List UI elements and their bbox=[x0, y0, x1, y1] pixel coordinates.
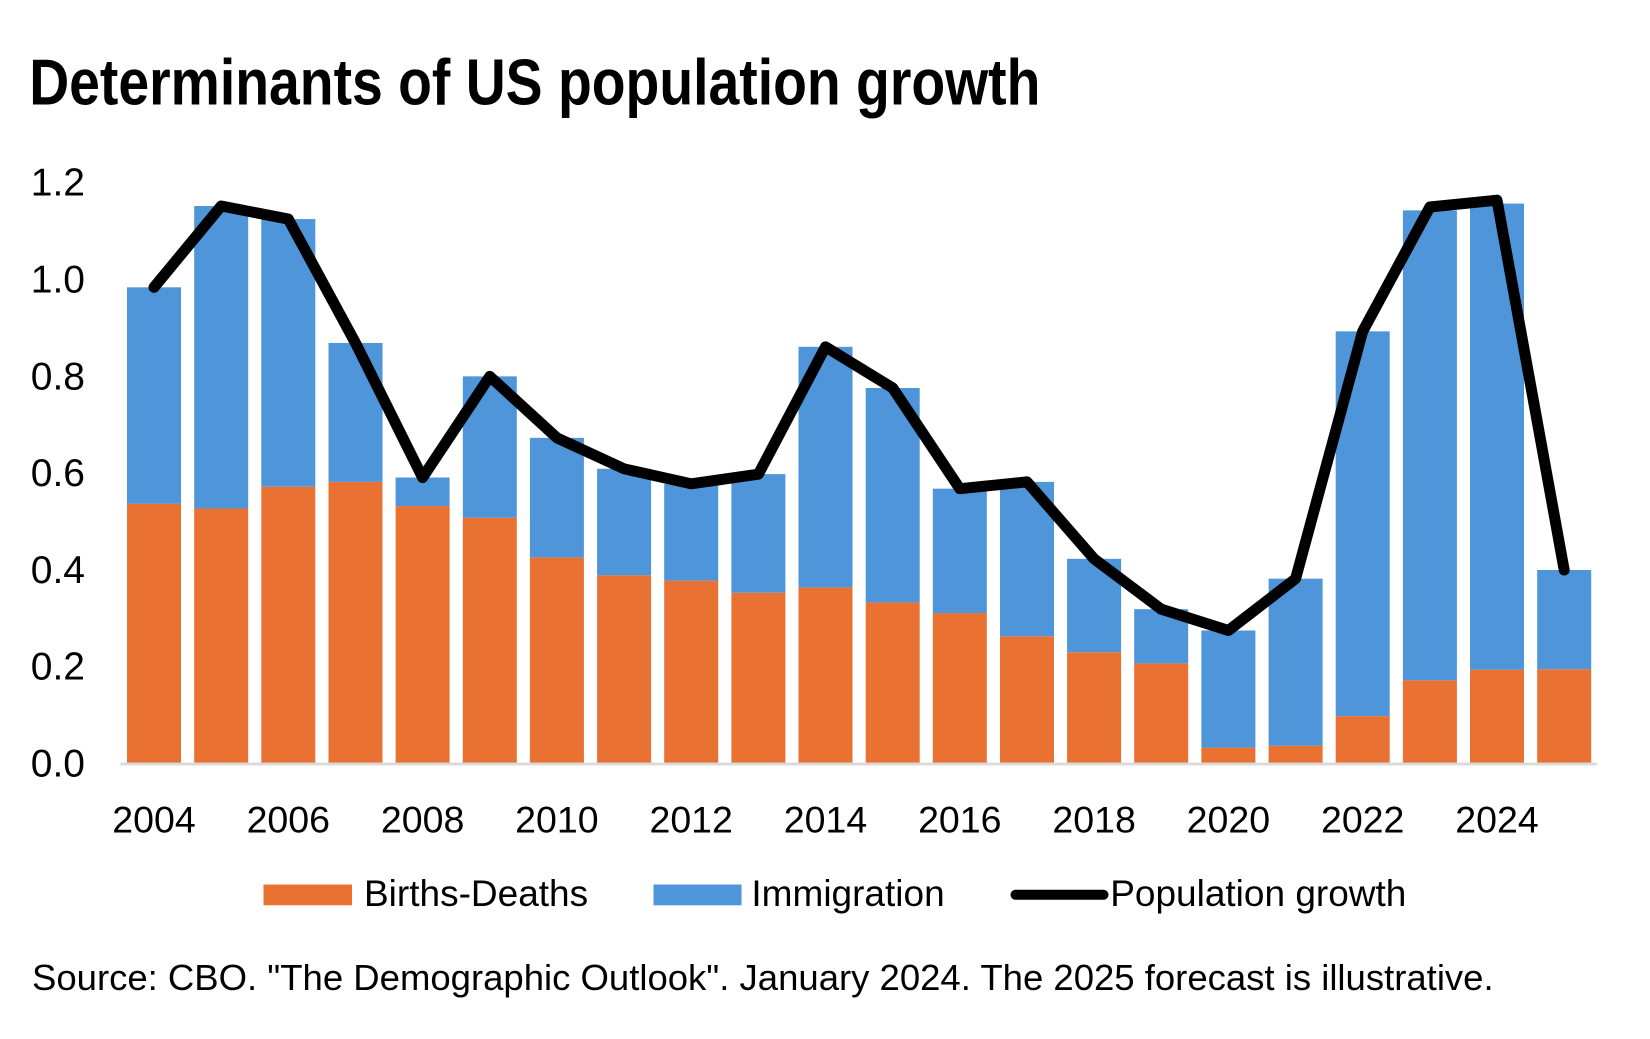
svg-text:2016: 2016 bbox=[918, 799, 1001, 841]
svg-text:0.8: 0.8 bbox=[31, 355, 85, 398]
svg-text:0.2: 0.2 bbox=[31, 646, 85, 689]
svg-text:2014: 2014 bbox=[784, 799, 867, 841]
svg-text:2020: 2020 bbox=[1187, 799, 1270, 841]
svg-text:2010: 2010 bbox=[515, 799, 598, 841]
svg-text:2022: 2022 bbox=[1321, 799, 1404, 841]
svg-text:1.2: 1.2 bbox=[31, 162, 85, 205]
svg-text:2024: 2024 bbox=[1455, 799, 1538, 841]
svg-text:0.4: 0.4 bbox=[31, 549, 85, 592]
svg-text:2012: 2012 bbox=[649, 799, 732, 841]
svg-text:Determinants of US population: Determinants of US population growth bbox=[29, 47, 1040, 119]
svg-text:Population growth: Population growth bbox=[1110, 873, 1406, 914]
svg-text:2006: 2006 bbox=[247, 799, 330, 841]
svg-text:Source: CBO. "The Demographic: Source: CBO. "The Demographic Outlook". … bbox=[32, 957, 1494, 998]
svg-text:1.0: 1.0 bbox=[31, 259, 85, 302]
svg-text:2008: 2008 bbox=[381, 799, 464, 841]
svg-text:2004: 2004 bbox=[112, 799, 195, 841]
svg-text:Immigration: Immigration bbox=[751, 873, 944, 914]
svg-text:2018: 2018 bbox=[1052, 799, 1135, 841]
svg-text:Births-Deaths: Births-Deaths bbox=[364, 873, 588, 914]
svg-text:0.0: 0.0 bbox=[31, 743, 85, 786]
svg-text:0.6: 0.6 bbox=[31, 452, 85, 495]
